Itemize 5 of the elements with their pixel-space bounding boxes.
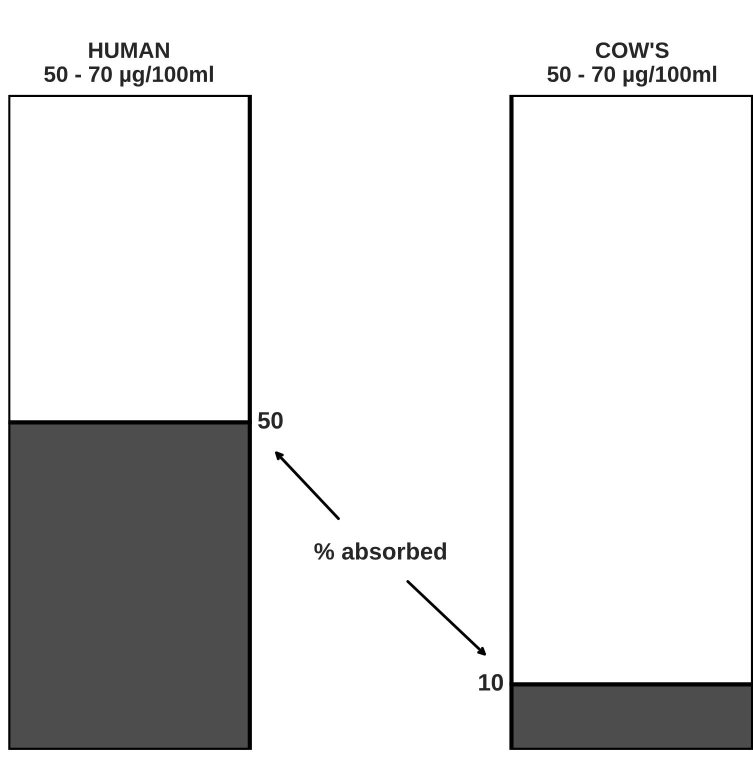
x-tick-label: COW'S 50 - 70 µg/100ml xyxy=(547,42,716,87)
data-label: 10 xyxy=(479,674,503,691)
x-tick-label: HUMAN 50 - 70 µg/100ml xyxy=(44,42,213,87)
data-label: 50 xyxy=(258,412,283,429)
annotation: % absorbed xyxy=(314,542,446,560)
